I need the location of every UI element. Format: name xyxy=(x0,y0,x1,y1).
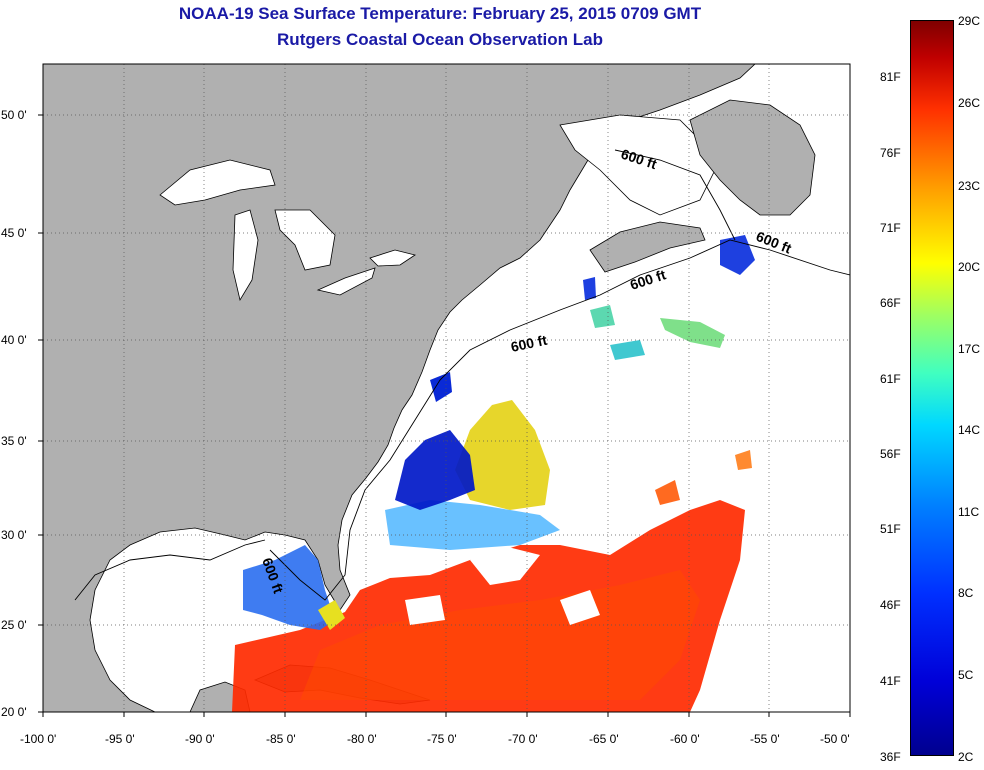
depth-contour-600ft xyxy=(269,239,850,601)
colorbar-celsius-label: 5C xyxy=(958,668,974,682)
lake-michigan xyxy=(232,209,259,302)
map-subtitle: Rutgers Coastal Ocean Observation Lab xyxy=(277,30,603,49)
lon-label: -55 0' xyxy=(750,732,780,746)
colorbar-celsius-label: 20C xyxy=(958,260,981,274)
lat-label: 30 0' xyxy=(1,528,27,542)
lat-label: 45 0' xyxy=(1,226,27,240)
sst-northern-patch xyxy=(720,235,755,275)
newfoundland-land xyxy=(689,99,816,216)
colorbar-celsius-label: 8C xyxy=(958,586,974,600)
north-america-land xyxy=(43,64,756,712)
colorbar-fahrenheit-label: 51F xyxy=(880,522,901,536)
lake-erie xyxy=(316,267,376,296)
colorbar-fahrenheit-label: 36F xyxy=(880,750,901,764)
colorbar-celsius-label: 26C xyxy=(958,96,981,110)
sst-map: 600 ft 600 ft 600 ft 600 ft 600 ft xyxy=(38,63,851,717)
lake-huron xyxy=(274,209,336,271)
lon-label: -80 0' xyxy=(347,732,377,746)
sst-warm-core xyxy=(300,570,700,700)
sst-northern-patch xyxy=(590,305,615,328)
colorbar-fahrenheit-label: 81F xyxy=(880,70,901,84)
colorbar-fahrenheit-label: 76F xyxy=(880,146,901,160)
colorbar-fahrenheit-label: 46F xyxy=(880,598,901,612)
map-title: NOAA-19 Sea Surface Temperature: Februar… xyxy=(178,4,702,23)
colorbar-celsius-label: 23C xyxy=(958,179,981,193)
sst-eastern-patch xyxy=(735,450,752,470)
colorbar-celsius-label: 2C xyxy=(958,750,974,764)
sst-gulf-stream-edge xyxy=(385,500,560,550)
sst-gulf-cool xyxy=(243,545,335,630)
lat-label: 20 0' xyxy=(1,705,27,719)
lon-label: -70 0' xyxy=(508,732,538,746)
colorbar-fahrenheit-label: 41F xyxy=(880,674,901,688)
nova-scotia-land xyxy=(589,221,706,273)
sst-gulf-stream xyxy=(455,400,550,510)
cloud-patch xyxy=(405,595,445,625)
sst-northern-patch xyxy=(660,318,725,348)
lat-label: 35 0' xyxy=(1,434,27,448)
sst-eastern-patch xyxy=(655,480,680,505)
colorbar-celsius-label: 14C xyxy=(958,423,981,437)
lon-label: -50 0' xyxy=(820,732,850,746)
colorbar-fahrenheit-label: 71F xyxy=(880,221,901,235)
lon-label: -95 0' xyxy=(105,732,135,746)
depth-contour-600ft xyxy=(74,539,266,601)
sst-northern-patch xyxy=(610,340,645,360)
lon-label: -100 0' xyxy=(20,732,57,746)
lon-label: -90 0' xyxy=(185,732,215,746)
lat-label: 40 0' xyxy=(1,333,27,347)
sst-northern-patch xyxy=(583,277,596,300)
cloud-patch xyxy=(560,590,600,625)
colorbar-celsius-label: 29C xyxy=(958,14,981,28)
gulf-of-st-lawrence xyxy=(559,114,721,216)
lat-label: 25 0' xyxy=(1,618,27,632)
lon-label: -65 0' xyxy=(589,732,619,746)
axis-ticks xyxy=(38,114,851,717)
contour-label: 600 ft xyxy=(509,332,548,355)
colorbar-fahrenheit-label: 66F xyxy=(880,296,901,310)
sst-gulf-warm xyxy=(318,600,345,630)
lake-ontario xyxy=(369,249,416,267)
lake-superior xyxy=(159,159,276,206)
depth-contour-600ft xyxy=(614,149,736,241)
colorbar-fahrenheit-label: 61F xyxy=(880,372,901,386)
temperature-colorbar xyxy=(910,20,954,756)
colorbar-celsius-label: 11C xyxy=(958,505,980,519)
lon-label: -60 0' xyxy=(670,732,700,746)
sst-shelf-cold xyxy=(395,430,475,510)
lon-label: -85 0' xyxy=(266,732,296,746)
colorbar-celsius-label: 17C xyxy=(958,342,981,356)
cloud-patch xyxy=(470,545,540,585)
lon-label: -75 0' xyxy=(427,732,457,746)
lat-label: 50 0' xyxy=(1,108,27,122)
graticule xyxy=(43,64,850,712)
sst-shelf-cold-north xyxy=(430,372,452,402)
colorbar-fahrenheit-label: 56F xyxy=(880,447,901,461)
